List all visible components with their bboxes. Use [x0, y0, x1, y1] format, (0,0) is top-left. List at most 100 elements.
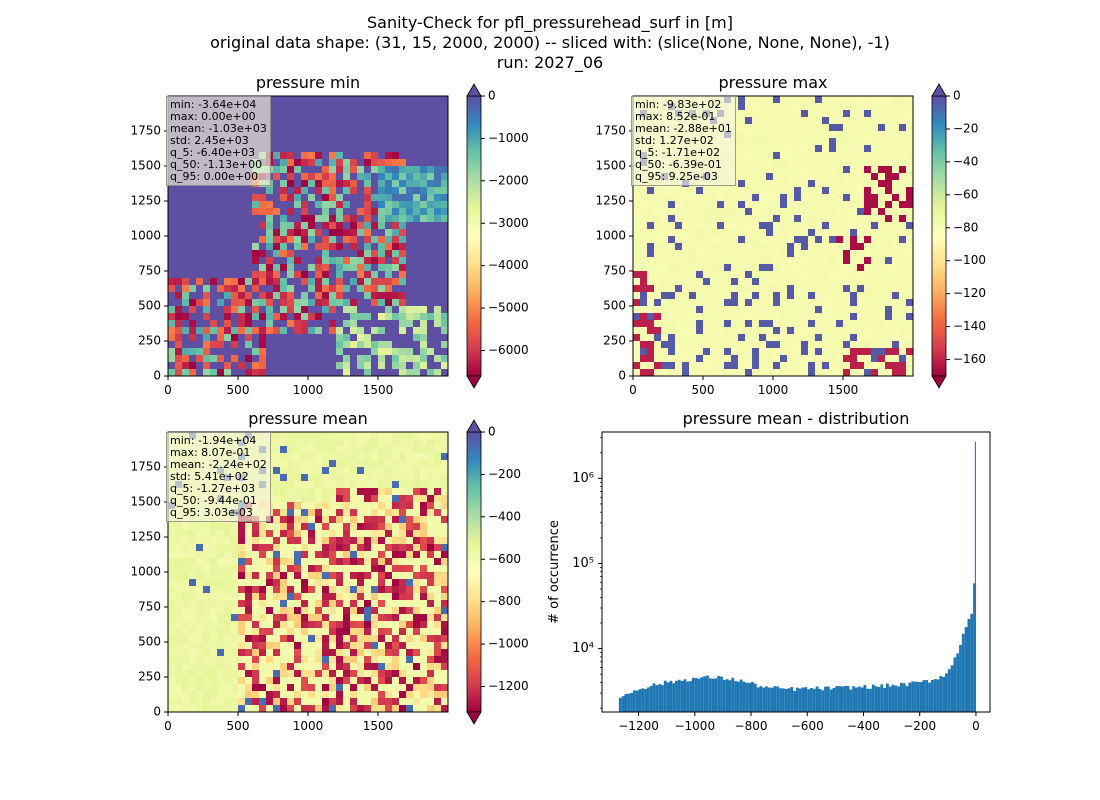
heatmap-cell: [822, 348, 830, 356]
heatmap-cell: [322, 103, 330, 111]
heatmap-cell: [371, 96, 379, 104]
heatmap-cell: [738, 194, 746, 202]
y-tick-label: 1750: [595, 124, 626, 138]
heatmap-cell: [787, 313, 795, 321]
colorbar-tick-label: −5000: [488, 301, 529, 315]
heatmap-cell: [899, 229, 907, 237]
heatmap-cell: [801, 103, 809, 111]
heatmap-cell: [899, 285, 907, 293]
heatmap-cell: [189, 194, 197, 202]
heatmap-cell: [654, 334, 662, 342]
heatmap-cell: [773, 341, 781, 349]
heatmap-cell: [766, 96, 774, 104]
heatmap-cell: [829, 138, 837, 146]
heatmap-cell: [175, 341, 183, 349]
heatmap-cell: [217, 551, 225, 559]
heatmap-cell: [357, 348, 365, 356]
heatmap-cell: [378, 299, 386, 307]
heatmap-cell: [224, 320, 232, 328]
heatmap-cell: [203, 705, 211, 713]
heatmap-cell: [308, 614, 316, 622]
heatmap-cell: [654, 215, 662, 223]
heatmap-cell: [857, 96, 865, 104]
heatmap-cell: [224, 243, 232, 251]
heatmap-cell: [287, 593, 295, 601]
heatmap-cell: [322, 579, 330, 587]
heatmap-cell: [752, 299, 760, 307]
heatmap-cell: [794, 208, 802, 216]
heatmap-cell: [766, 362, 774, 370]
heatmap-cell: [371, 313, 379, 321]
heatmap-cell: [343, 530, 351, 538]
heatmap-cell: [864, 292, 872, 300]
heatmap-cell: [322, 180, 330, 188]
heatmap-cell: [892, 299, 900, 307]
heatmap-cell: [668, 271, 676, 279]
heatmap-cell: [773, 229, 781, 237]
heatmap-cell: [654, 320, 662, 328]
heatmap-cell: [850, 278, 858, 286]
heatmap-cell: [899, 313, 907, 321]
heatmap-cell: [252, 257, 260, 265]
heatmap-cell: [399, 124, 407, 132]
heatmap-cell: [836, 173, 844, 181]
heatmap-cell: [647, 187, 655, 195]
heatmap-cell: [801, 369, 809, 377]
heatmap-cell: [413, 103, 421, 111]
heatmap-cell: [717, 362, 725, 370]
heatmap-cell: [315, 215, 323, 223]
heatmap-cell: [654, 292, 662, 300]
heatmap-cell: [878, 222, 886, 230]
heatmap-cell: [710, 355, 718, 363]
heatmap-cell: [434, 201, 442, 209]
heatmap-cell: [259, 341, 267, 349]
heatmap-cell: [857, 285, 865, 293]
heatmap-cell: [906, 306, 914, 314]
heatmap-cell: [829, 278, 837, 286]
heatmap-cell: [336, 138, 344, 146]
heatmap-cell: [752, 166, 760, 174]
heatmap-cell: [301, 222, 309, 230]
heatmap-cell: [308, 110, 316, 118]
heatmap-cell: [224, 656, 232, 664]
heatmap-cell: [843, 194, 851, 202]
heatmap-cell: [406, 215, 414, 223]
heatmap-cell: [196, 320, 204, 328]
heatmap-cell: [273, 628, 281, 636]
heatmap-cell: [392, 180, 400, 188]
heatmap-cell: [745, 278, 753, 286]
heatmap-cell: [294, 327, 302, 335]
heatmap-cell: [252, 523, 260, 531]
heatmap-cell: [273, 110, 281, 118]
heatmap-cell: [287, 187, 295, 195]
heatmap-cell: [315, 257, 323, 265]
heatmap-cell: [780, 145, 788, 153]
heatmap-cell: [329, 600, 337, 608]
heatmap-cell: [322, 698, 330, 706]
heatmap-cell: [231, 523, 239, 531]
heatmap-cell: [675, 292, 683, 300]
heatmap-cell: [822, 271, 830, 279]
heatmap-cell: [413, 187, 421, 195]
heatmap-cell: [766, 243, 774, 251]
heatmap-cell: [343, 446, 351, 454]
heatmap-cell: [189, 208, 197, 216]
heatmap-cell: [822, 166, 830, 174]
heatmap-cell: [210, 635, 218, 643]
heatmap-cell: [745, 180, 753, 188]
heatmap-cell: [738, 159, 746, 167]
heatmap-cell: [364, 278, 372, 286]
heatmap-cell: [689, 215, 697, 223]
heatmap-cell: [280, 159, 288, 167]
heatmap-cell: [273, 117, 281, 125]
heatmap-cell: [217, 677, 225, 685]
heatmap-cell: [189, 215, 197, 223]
heatmap-cell: [427, 355, 435, 363]
heatmap-cell: [315, 544, 323, 552]
heatmap-cell: [385, 579, 393, 587]
heatmap-cell: [815, 306, 823, 314]
heatmap-cell: [392, 544, 400, 552]
heatmap-cell: [301, 138, 309, 146]
heatmap-cell: [413, 502, 421, 510]
heatmap-cell: [738, 299, 746, 307]
